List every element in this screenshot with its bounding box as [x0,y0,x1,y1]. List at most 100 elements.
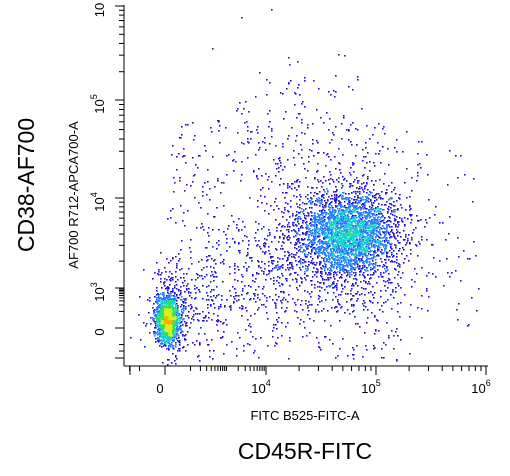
event-dot [318,222,320,224]
event-dot [159,298,161,300]
event-dot [333,267,335,269]
event-dot [149,297,151,299]
event-dot [369,238,371,240]
event-dot [168,346,170,348]
event-dot [342,244,344,246]
event-dot [314,212,316,214]
event-dot [284,207,286,209]
event-dot [156,309,158,311]
event-dot [158,320,160,322]
event-dot [346,252,348,254]
event-dot [337,215,339,217]
event-dot [168,309,170,311]
event-dot [340,222,342,224]
event-dot [333,226,335,228]
event-dot [175,363,177,365]
event-dot [362,265,364,267]
event-dot [337,257,339,259]
event-dot [350,205,352,207]
event-dot [383,219,385,221]
event-dot [381,305,383,307]
event-dot [338,247,340,249]
event-dot [292,213,294,215]
event-dot [160,340,162,342]
event-dot [307,231,309,233]
event-dot [241,229,243,231]
event-dot [330,253,332,255]
event-dot [378,216,380,218]
event-dot [338,218,340,220]
event-dot [352,216,354,218]
event-dot [329,203,331,205]
event-dot [340,220,342,222]
event-dot [156,262,158,264]
event-dot [160,325,162,327]
event-dot [336,195,338,197]
event-dot [379,265,381,267]
event-dot [164,318,166,320]
event-dot [339,201,341,203]
event-dot [333,241,335,243]
event-dot [169,325,171,327]
event-dot [357,246,359,248]
event-dot [366,248,368,250]
event-dot [374,245,376,247]
event-dot [171,291,173,293]
event-dot [334,247,336,249]
event-dot [361,253,363,255]
event-dot [338,148,340,150]
event-dot [162,317,164,319]
event-dot [340,294,342,296]
event-dot [362,274,364,276]
event-dot [158,316,160,318]
event-dot [284,235,286,237]
event-dot [374,217,376,219]
event-dot [169,338,171,340]
event-dot [161,325,163,327]
event-dot [177,309,179,311]
event-dot [327,217,329,219]
event-dot [333,266,335,268]
event-dot [341,198,343,200]
event-dot [324,234,326,236]
event-dot [171,333,173,335]
event-dot [354,269,356,271]
event-dot [305,244,307,246]
event-dot [159,320,161,322]
event-dot [360,231,362,233]
event-dot [386,201,388,203]
event-dot [348,224,350,226]
event-dot [168,348,170,350]
event-dot [381,228,383,230]
event-dot [382,220,384,222]
event-dot [322,233,324,235]
event-dot [349,209,351,211]
event-dot [170,321,172,323]
event-dot [309,318,311,320]
event-dot [329,217,331,219]
event-dot [366,246,368,248]
event-dot [382,198,384,200]
event-dot [326,261,328,263]
event-dot [329,230,331,232]
event-dot [165,323,167,325]
event-dot [187,283,189,285]
event-dot [353,310,355,312]
event-dot [374,270,376,272]
event-dot [165,305,167,307]
event-dot [320,200,322,202]
event-dot [174,292,176,294]
event-dot [377,219,379,221]
event-dot [290,242,292,244]
event-dot [166,317,168,319]
event-dot [366,260,368,262]
event-dot [377,302,379,304]
event-dot [175,312,177,314]
event-dot [359,294,361,296]
event-dot [350,213,352,215]
event-dot [353,218,355,220]
event-dot [322,220,324,222]
event-dot [385,234,387,236]
event-dot [165,315,167,317]
event-dot [333,238,335,240]
